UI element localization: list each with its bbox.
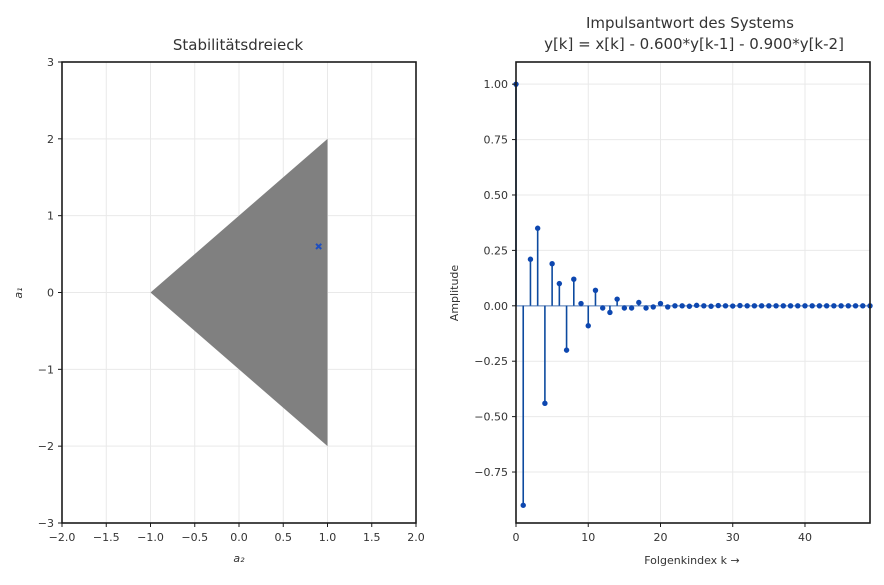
stem-marker: [607, 309, 613, 316]
stem-marker: [845, 303, 852, 309]
right-y-tick-label: −0.50: [474, 411, 508, 424]
right-axes-frame: [515, 61, 871, 524]
stem-marker: [643, 305, 649, 311]
stem-marker: [730, 303, 736, 309]
stem-marker: [744, 303, 750, 309]
stem-marker: [563, 347, 570, 353]
stem-marker: [751, 303, 758, 309]
right-x-label: Folgenkindex k →: [644, 554, 740, 567]
stem-marker: [708, 303, 714, 309]
right-x-tick-label: 20: [653, 531, 667, 544]
right-x-tick-label: 0: [513, 531, 520, 544]
right-x-tick-label: 10: [581, 531, 595, 544]
stem-marker: [831, 303, 837, 309]
stem-marker: [549, 260, 555, 267]
stem-markers: [513, 81, 873, 508]
left-y-tick-label: 3: [47, 56, 54, 69]
stem-marker: [701, 303, 707, 309]
stem-marker: [816, 303, 823, 309]
stem-marker: [672, 303, 678, 309]
stem-lines: [515, 84, 741, 506]
stem-marker: [592, 287, 599, 293]
right-y-tick-label: 0.25: [484, 244, 509, 257]
right-subtitle: y[k] = x[k] - 0.600*y[k-1] - 0.900*y[k-2…: [544, 35, 844, 53]
stem-marker: [852, 303, 859, 309]
stem-marker: [802, 303, 808, 309]
stem-marker: [578, 300, 584, 307]
left-title: Stabilitätsdreieck: [173, 36, 304, 54]
stem-marker: [715, 302, 721, 309]
stem-marker: [571, 276, 577, 282]
stem-marker: [542, 400, 548, 407]
left-x-tick-label: −0.5: [181, 531, 208, 544]
left-x-label: a₂: [233, 552, 245, 565]
left-y-label: a₁: [12, 287, 25, 298]
stem-marker: [766, 303, 772, 309]
stem-marker: [860, 303, 866, 309]
left-x-tick-label: 1.0: [319, 531, 337, 544]
stem-marker: [665, 304, 671, 310]
stability-triangle-panel: Stabilitätsdreieck −2.0 −1.5 −1.0 −0.5 0.0 0.…: [12, 36, 425, 565]
right-x-ticks: 0 10 20 30 40: [513, 523, 812, 544]
right-x-tick-label: 40: [798, 531, 812, 544]
left-x-tick-label: 2.0: [407, 531, 425, 544]
right-y-tick-label: 0.00: [484, 300, 509, 313]
left-y-tick-label: 1: [47, 210, 54, 223]
left-y-tick-label: 0: [47, 287, 54, 300]
right-y-ticks: −0.75 −0.50 −0.25 0.00 0.25 0.50 0.75 1.00: [474, 78, 516, 479]
left-x-tick-label: −1.5: [93, 531, 120, 544]
left-x-tick-label: −1.0: [137, 531, 164, 544]
stem-marker: [787, 303, 794, 309]
pole-marker: [315, 243, 322, 250]
left-x-tick-label: −2.0: [49, 531, 76, 544]
stem-marker: [520, 502, 526, 508]
stem-marker: [650, 304, 656, 310]
left-x-tick-label: 0.5: [275, 531, 293, 544]
left-y-tick-label: −3: [38, 517, 54, 530]
right-y-tick-label: 0.50: [484, 189, 509, 202]
pole-x-stroke: [315, 243, 322, 250]
left-y-tick-label: −2: [38, 440, 54, 453]
left-y-tick-label: −1: [38, 363, 54, 376]
stem-marker: [679, 303, 685, 309]
left-x-tick-label: 0.0: [230, 531, 248, 544]
stem-marker: [534, 225, 541, 231]
stem-marker: [773, 303, 779, 309]
stem-marker: [693, 302, 700, 309]
stem-marker: [737, 302, 743, 309]
stem-marker: [614, 296, 620, 302]
right-y-tick-label: 0.75: [484, 134, 509, 147]
stem-marker: [556, 280, 563, 287]
left-x-ticks: −2.0 −1.5 −1.0 −0.5 0.0 0.5 1.0 1.5 2.0: [49, 523, 425, 544]
stem-marker: [628, 305, 635, 311]
left-x-tick-label: 1.5: [363, 531, 381, 544]
stem-marker: [621, 305, 628, 311]
left-y-tick-label: 2: [47, 133, 54, 146]
right-title: Impulsantwort des Systems: [586, 14, 794, 32]
right-y-tick-label: 1.00: [484, 78, 509, 91]
right-y-tick-label: −0.25: [474, 355, 508, 368]
stem-marker: [838, 303, 844, 309]
right-grid: [515, 62, 870, 523]
left-y-ticks: −3 −2 −1 0 1 2 3: [38, 56, 62, 530]
stem-marker: [686, 303, 693, 309]
stem-marker: [780, 303, 787, 309]
stem-marker: [809, 303, 815, 309]
stem-marker: [657, 300, 664, 307]
stem-marker: [823, 303, 830, 309]
stability-triangle: [150, 138, 328, 447]
stem-marker: [758, 303, 765, 309]
right-x-tick-label: 30: [726, 531, 740, 544]
stem-marker: [585, 323, 591, 329]
stem-marker: [636, 299, 642, 306]
right-y-tick-label: −0.75: [474, 466, 508, 479]
stem-marker: [722, 303, 729, 309]
stem-marker: [795, 303, 801, 309]
right-y-label: Amplitude: [448, 265, 461, 322]
stem-marker: [599, 305, 606, 311]
stem-marker: [527, 256, 534, 262]
impulse-response-panel: Impulsantwort des Systems y[k] = x[k] - …: [448, 14, 873, 567]
